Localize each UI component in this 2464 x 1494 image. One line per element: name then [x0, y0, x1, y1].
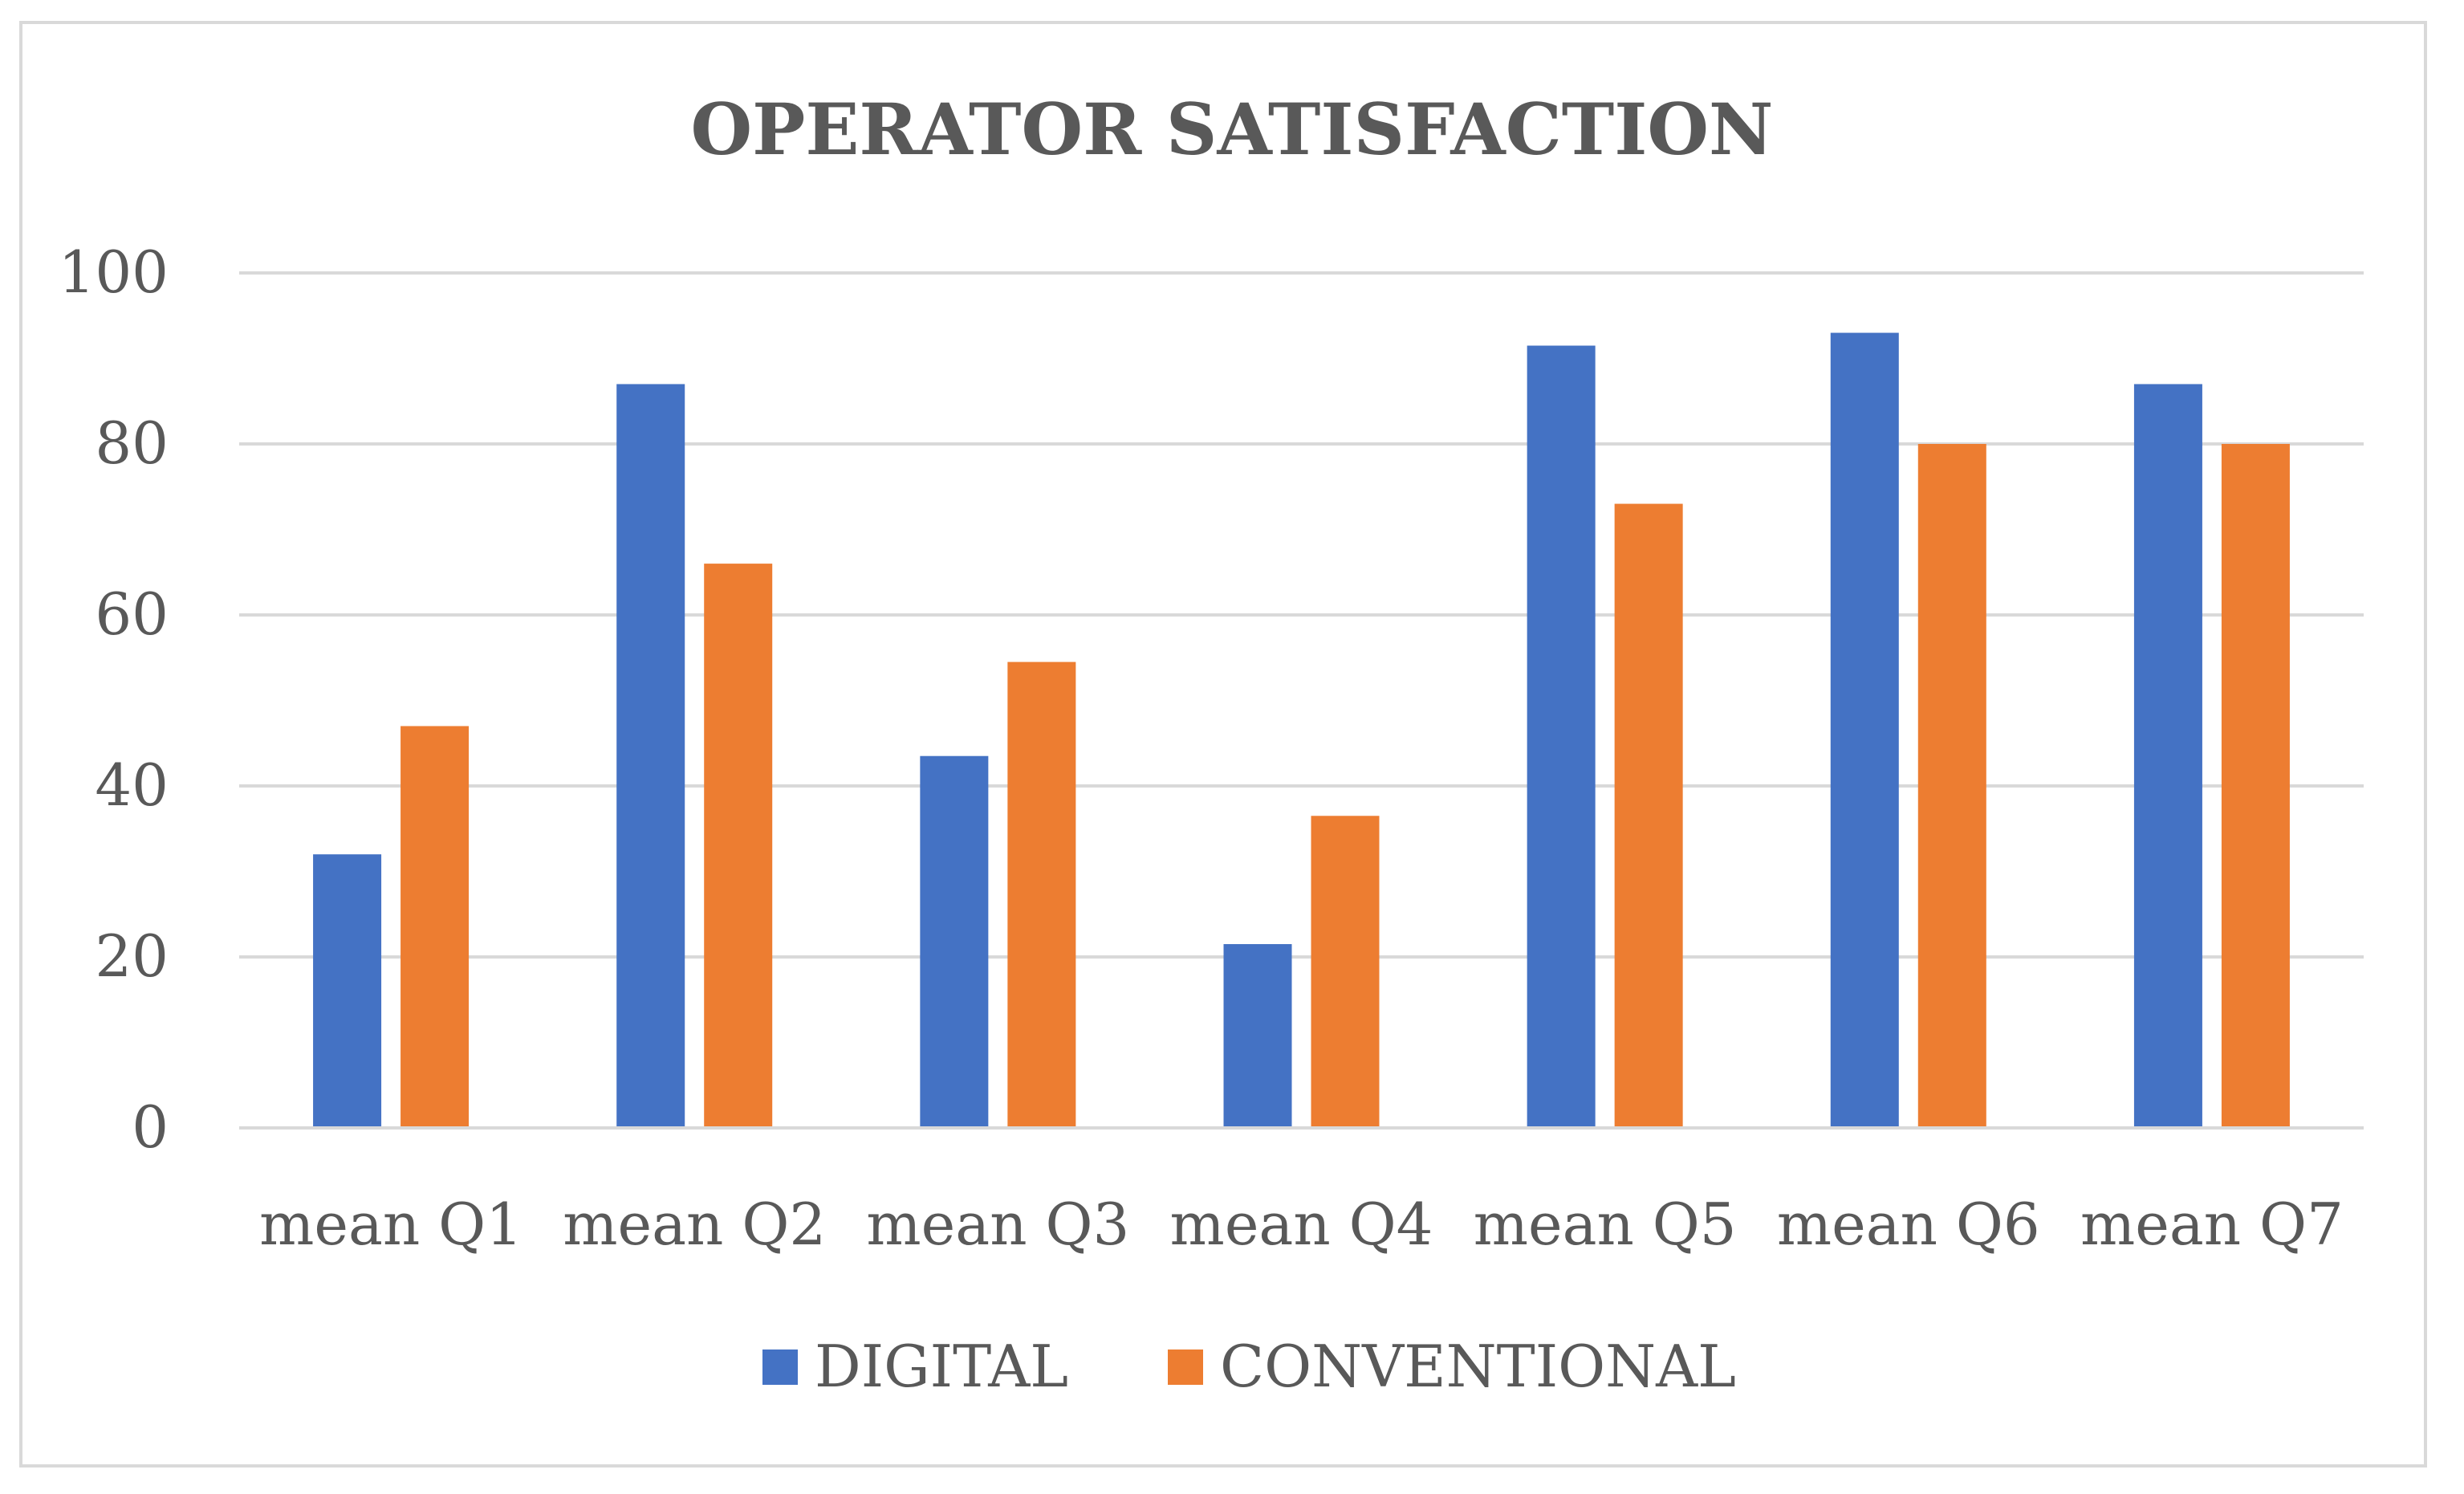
bar-digital-2	[616, 384, 685, 1128]
bar-conventional-7	[2221, 444, 2290, 1128]
bar-conventional-4	[1311, 816, 1380, 1128]
bar-digital-7	[2133, 384, 2202, 1128]
bar-conventional-5	[1614, 503, 1683, 1128]
bar-conventional-1	[401, 726, 470, 1128]
x-tick-label: mean Q1	[259, 1191, 522, 1258]
y-tick-label: 20	[95, 922, 169, 990]
bars	[239, 332, 2364, 1130]
x-tick-label: mean Q6	[1777, 1191, 2040, 1258]
bar-digital-3	[920, 755, 989, 1128]
x-tick-label: mean Q5	[1474, 1191, 1737, 1258]
y-tick-label: 40	[95, 751, 169, 819]
bar-digital-6	[1830, 332, 1899, 1128]
legend-swatch-digital	[762, 1349, 798, 1385]
x-axis-tick-labels: mean Q1 mean Q2 mean Q3 mean Q4 mean Q5 mean …	[259, 1191, 2344, 1258]
bar-conventional-2	[704, 564, 773, 1128]
bar-conventional-6	[1917, 444, 1986, 1128]
bar-conventional-3	[1007, 662, 1076, 1128]
legend-swatch-conventional	[1168, 1349, 1203, 1385]
y-axis-tick-labels: 0 20 40 60 80 100	[59, 238, 169, 1161]
gridlines	[239, 271, 2364, 1130]
y-tick-label: 60	[95, 580, 169, 648]
bar-digital-1	[313, 854, 382, 1128]
y-tick-label: 80	[95, 409, 169, 477]
x-tick-label: mean Q7	[2080, 1191, 2344, 1258]
chart-title: OPERATOR SATISFACTION	[690, 88, 1773, 171]
x-tick-label: mean Q2	[563, 1191, 826, 1258]
y-tick-label: 100	[59, 238, 169, 306]
legend-label-conventional: CONVENTIONAL	[1220, 1333, 1736, 1400]
bar-digital-5	[1527, 345, 1596, 1128]
bar-digital-4	[1223, 944, 1292, 1128]
legend: DIGITAL CONVENTIONAL	[762, 1333, 1736, 1400]
x-tick-label: mean Q4	[1170, 1191, 1433, 1258]
legend-label-digital: DIGITAL	[815, 1333, 1068, 1400]
x-tick-label: mean Q3	[866, 1191, 1129, 1258]
y-tick-label: 0	[132, 1093, 169, 1161]
